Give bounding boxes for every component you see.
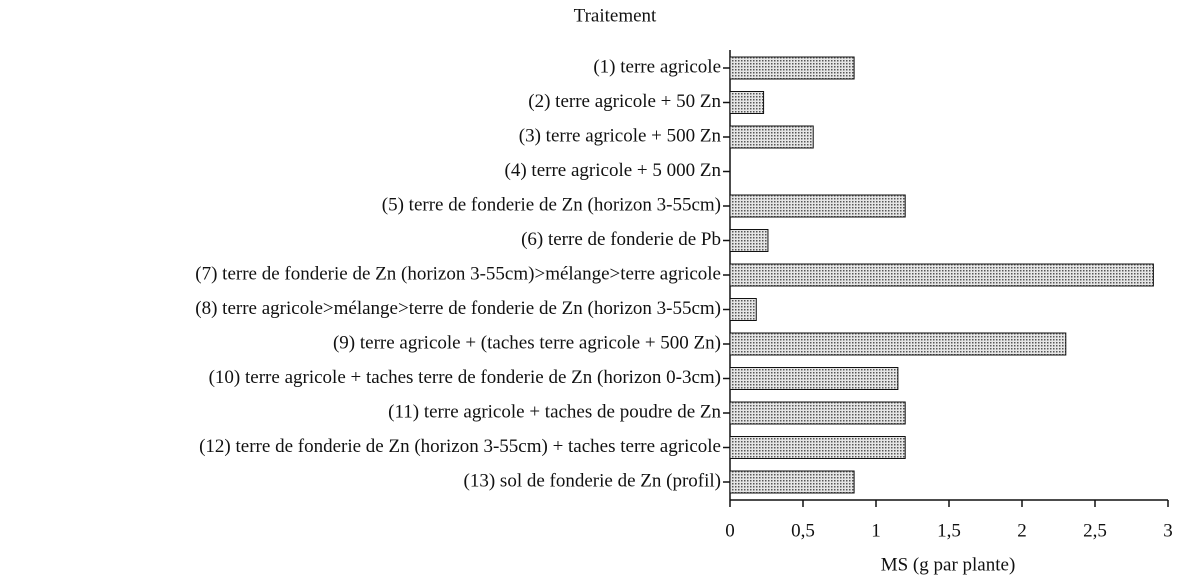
- bar: [729, 125, 814, 149]
- y-tick-label: (1) terre agricole: [593, 56, 721, 77]
- x-tick-label: 1: [871, 520, 881, 541]
- y-tick-label: (5) terre de fonderie de Zn (horizon 3-5…: [382, 194, 721, 215]
- chart-title: Traitement: [574, 5, 657, 26]
- y-tick-label: (13) sol de fonderie de Zn (profil): [464, 470, 721, 491]
- y-tick-label: (11) terre agricole + taches de poudre d…: [388, 401, 721, 422]
- y-tick-label: (2) terre agricole + 50 Zn: [528, 91, 721, 112]
- bar: [729, 401, 906, 425]
- bar: [729, 194, 906, 218]
- x-tick-label: 1,5: [937, 520, 961, 541]
- bar: [729, 91, 765, 114]
- bar: [729, 229, 769, 252]
- x-tick-label: 2: [1017, 520, 1027, 541]
- bar: [729, 332, 1067, 356]
- bar: [729, 436, 906, 459]
- y-tick-label: (4) terre agricole + 5 000 Zn: [505, 160, 722, 181]
- bar: [729, 470, 855, 494]
- bar: [729, 298, 757, 321]
- x-tick-label: 0: [725, 520, 735, 541]
- bar: [729, 263, 1154, 287]
- bar: [729, 367, 899, 390]
- y-tick-label: (9) terre agricole + (taches terre agric…: [333, 332, 721, 353]
- bar: [729, 56, 855, 80]
- y-tick-label: (3) terre agricole + 500 Zn: [519, 125, 722, 146]
- x-axis-label: MS (g par plante): [881, 554, 1016, 575]
- x-tick-label: 0,5: [791, 520, 815, 541]
- y-tick-label: (12) terre de fonderie de Zn (horizon 3-…: [199, 436, 721, 457]
- y-tick-label: (10) terre agricole + taches terre de fo…: [209, 367, 721, 388]
- y-tick-label: (8) terre agricole>mélange>terre de fond…: [195, 298, 721, 319]
- x-tick-label: 3: [1163, 520, 1173, 541]
- y-tick-label: (6) terre de fonderie de Pb: [521, 229, 721, 250]
- y-tick-label: (7) terre de fonderie de Zn (horizon 3-5…: [195, 263, 721, 284]
- x-tick-label: 2,5: [1083, 520, 1107, 541]
